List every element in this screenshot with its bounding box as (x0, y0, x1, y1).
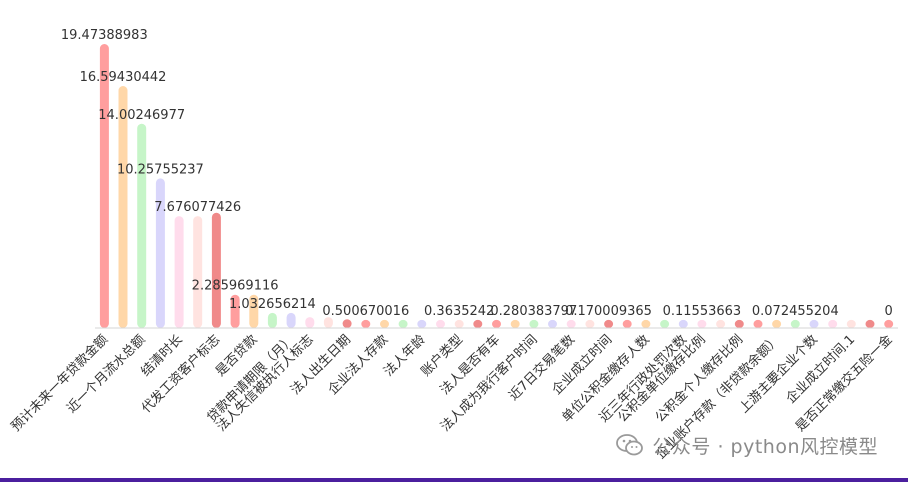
bar (118, 86, 128, 328)
bar (585, 319, 595, 328)
value-label: 0.500670016 (322, 304, 409, 319)
bottom-rule (0, 478, 908, 482)
watermark: 公众号 · python风控模型 (616, 430, 878, 460)
value-label: 1.032656214 (229, 297, 316, 312)
bar (790, 319, 800, 328)
bar (678, 319, 688, 328)
bar (174, 216, 184, 328)
bar (211, 212, 221, 328)
bar (753, 319, 763, 328)
value-label: 10.25755237 (117, 162, 204, 177)
bar (716, 319, 726, 328)
bar (548, 319, 557, 328)
value-label: 0.280383797 (490, 304, 577, 319)
bar (566, 319, 576, 328)
category-label: 近7日交易笔数 (506, 332, 578, 404)
value-label: 0.11553663 (663, 304, 742, 319)
value-label: 19.47388983 (61, 28, 148, 43)
bars-layer (99, 44, 894, 328)
bar (734, 319, 744, 328)
bar (417, 319, 427, 328)
bar (622, 319, 632, 328)
wechat-icon (616, 434, 644, 456)
value-label: 0 (885, 304, 893, 319)
bar (361, 319, 371, 328)
bar (660, 319, 670, 328)
bar (865, 319, 875, 328)
value-label: 14.00246977 (98, 108, 185, 123)
watermark-text: 公众号 · python风控模型 (652, 435, 878, 458)
value-label: 2.285969116 (192, 279, 279, 294)
bar (884, 319, 894, 328)
value-label: 16.59430442 (80, 70, 167, 85)
bar (323, 317, 333, 328)
bar (436, 319, 445, 328)
value-label: 0.3635242 (424, 304, 494, 319)
value-label: 7.676077426 (154, 200, 241, 215)
bar (473, 319, 483, 328)
value-label: 0.170009365 (565, 304, 652, 319)
bar (454, 319, 464, 328)
bar (604, 319, 614, 328)
bar (249, 294, 259, 328)
bar (529, 319, 539, 328)
value-label: 0.072455204 (752, 304, 839, 319)
bar (809, 319, 819, 328)
bar (137, 123, 147, 328)
bar (828, 319, 838, 328)
value-labels: 19.47388983 16.59430442 14.00246977 10.2575… (61, 28, 893, 319)
bar (398, 319, 408, 328)
bar (342, 319, 352, 328)
bar (697, 319, 707, 328)
bar (230, 294, 240, 328)
bar (305, 317, 315, 328)
bar (846, 319, 856, 328)
bar (380, 319, 389, 328)
bar (99, 44, 109, 328)
bar (286, 312, 296, 328)
bar (492, 319, 501, 328)
bar (193, 216, 203, 328)
bar (267, 312, 277, 328)
bar (641, 319, 651, 328)
bar (155, 178, 165, 328)
bar (510, 319, 520, 328)
bar (772, 319, 782, 328)
